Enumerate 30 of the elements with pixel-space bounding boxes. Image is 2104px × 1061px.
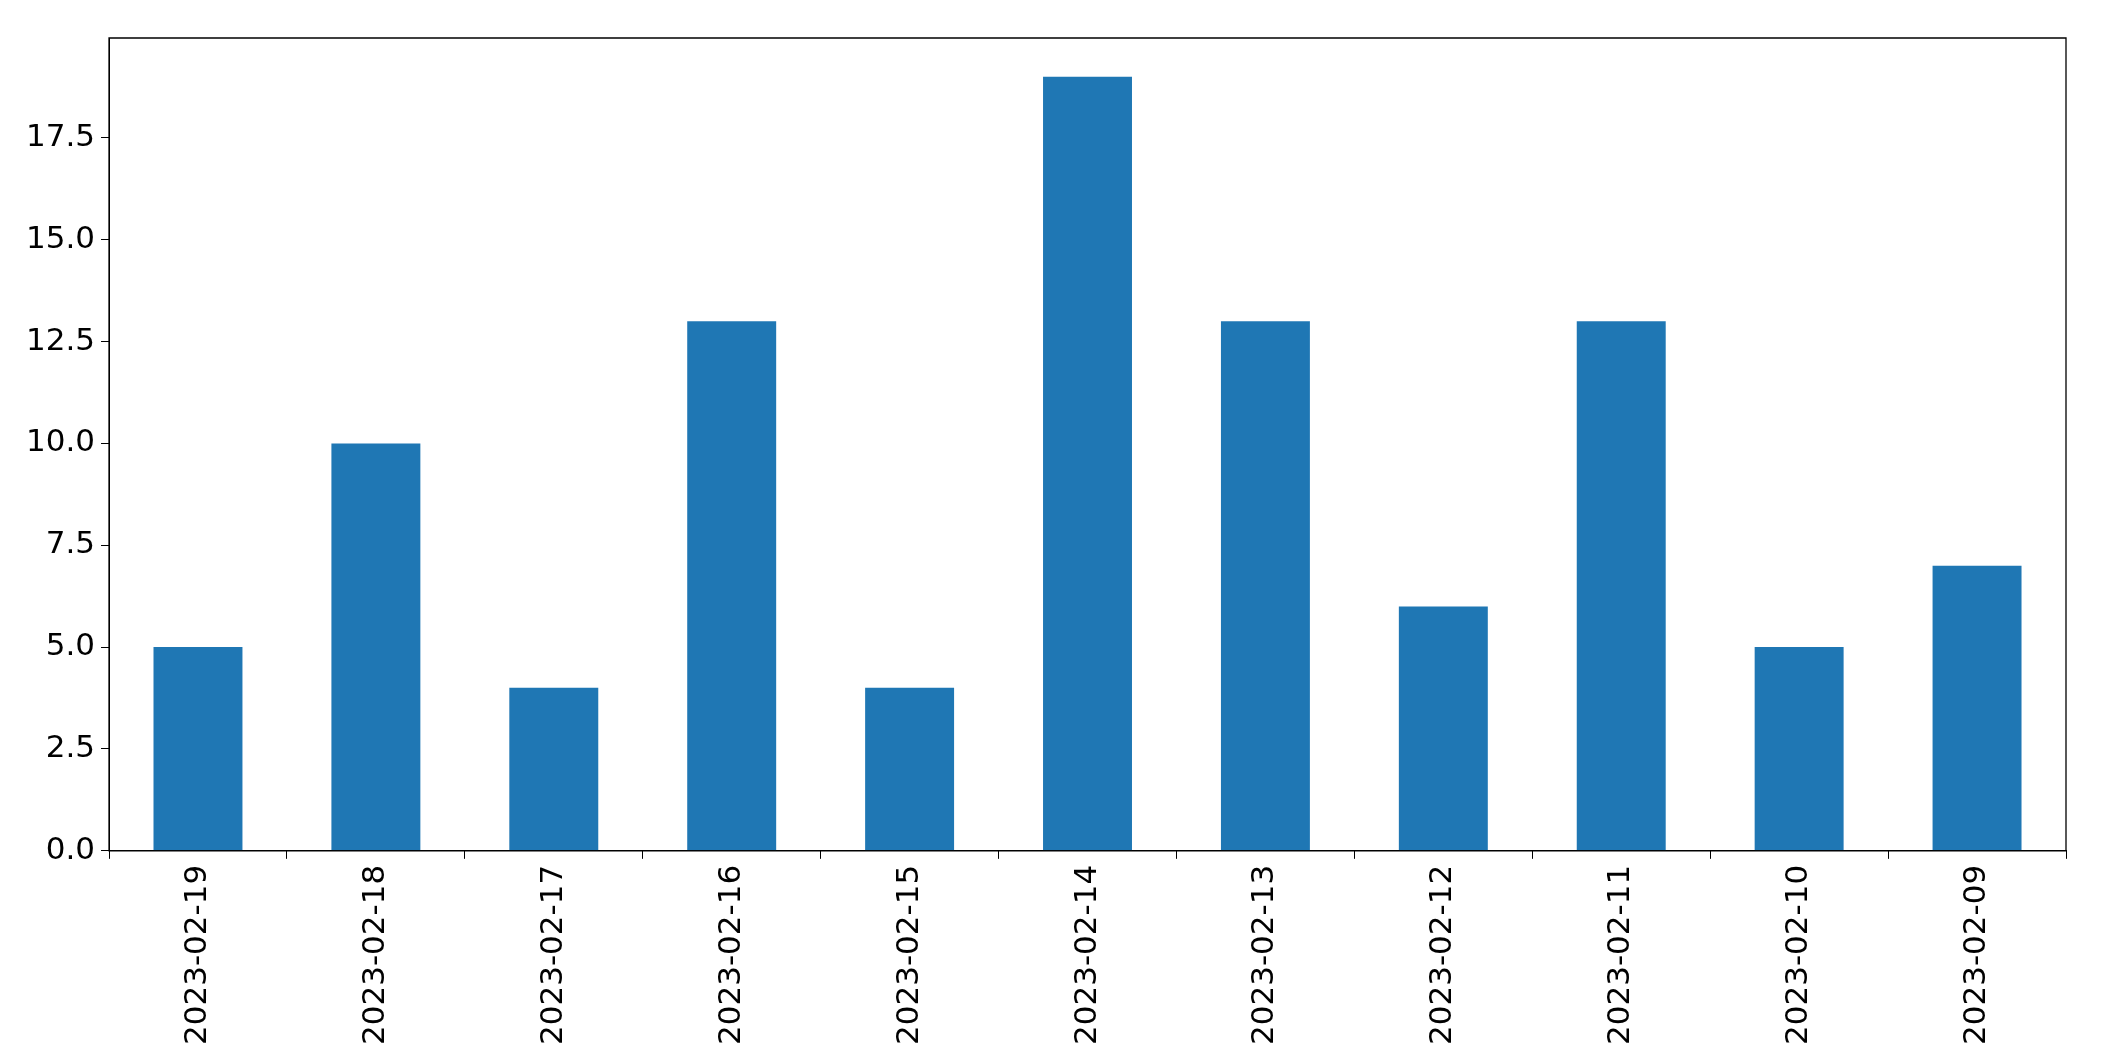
x-tick-label: 2023-02-16 [710, 864, 747, 1046]
bar [1932, 565, 2022, 851]
bar [1754, 647, 1844, 851]
bar [1220, 321, 1310, 851]
x-tick-label: 2023-02-17 [532, 864, 569, 1046]
y-tick-label: 5.0 [45, 626, 96, 663]
y-tick-label: 12.5 [25, 320, 96, 357]
bar [331, 443, 421, 851]
bar [1576, 321, 1666, 851]
x-tick-label: 2023-02-09 [1956, 864, 1993, 1046]
bar [153, 647, 243, 851]
y-tick-label: 0.0 [45, 829, 96, 866]
x-tick-label: 2023-02-12 [1422, 864, 1459, 1046]
bar [1043, 76, 1132, 851]
y-tick-label: 15.0 [25, 218, 96, 255]
x-tick-label: 2023-02-10 [1778, 864, 1815, 1046]
x-tick-label: 2023-02-19 [177, 864, 214, 1046]
x-tick-label: 2023-02-11 [1600, 864, 1637, 1046]
bar [687, 321, 777, 851]
bar [865, 687, 955, 851]
x-tick-label: 2023-02-18 [354, 864, 391, 1046]
y-tick-label: 17.5 [25, 116, 96, 153]
bar [509, 687, 599, 851]
y-tick-label: 2.5 [45, 728, 96, 765]
x-tick-label: 2023-02-15 [888, 864, 925, 1046]
x-tick-label: 2023-02-13 [1244, 864, 1281, 1046]
x-tick-label: 2023-02-14 [1066, 864, 1103, 1046]
y-tick-label: 7.5 [45, 524, 96, 561]
bar [1398, 606, 1488, 851]
y-tick-label: 10.0 [25, 422, 96, 459]
